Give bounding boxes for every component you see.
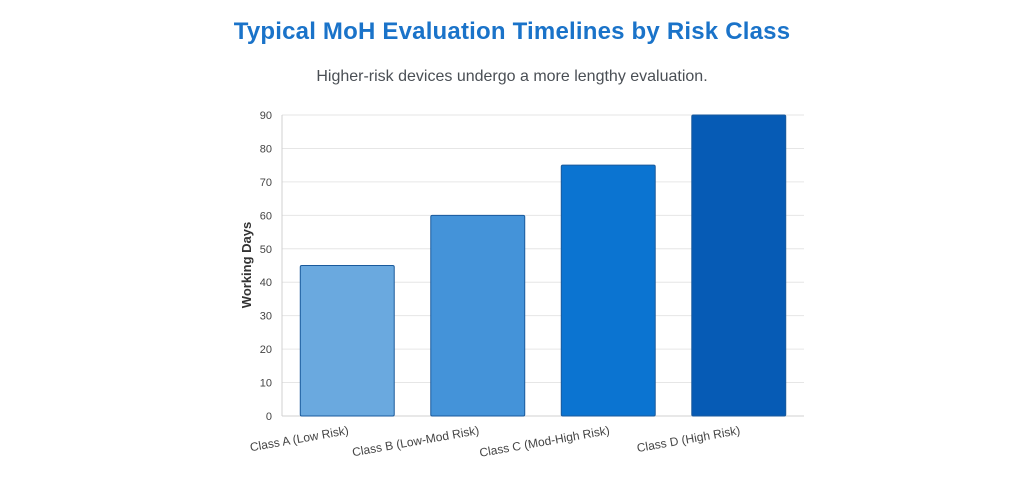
chart-title: Typical MoH Evaluation Timelines by Risk…	[233, 18, 791, 45]
y-tick-label: 80	[260, 143, 272, 155]
y-tick-label: 60	[260, 210, 272, 222]
y-tick-labels: 0 10 20 30 40 50 60 70 80 90	[260, 110, 272, 423]
y-tick-label: 20	[260, 344, 272, 356]
x-tick-label: Class B (Low-Mod Risk)	[351, 423, 480, 459]
y-tick-label: 30	[260, 311, 272, 323]
y-tick-label: 70	[260, 177, 272, 189]
bar-1	[299, 265, 395, 417]
y-axis-label: Working Days	[239, 222, 254, 308]
y-tick-label: 10	[260, 378, 272, 390]
bar-4	[691, 114, 787, 417]
y-tick-label: 50	[260, 244, 272, 256]
x-tick-label: Class D (High Risk)	[636, 423, 742, 455]
y-tick-label: 40	[260, 277, 272, 289]
y-tick-label: 0	[266, 411, 272, 423]
bar-2	[430, 214, 526, 417]
x-tick-labels: Class A (Low Risk) Class B (Low-Mod Risk)…	[249, 423, 741, 460]
chart-subtitle: Higher-risk devices undergo a more lengt…	[316, 68, 708, 85]
x-tick-label: Class A (Low Risk)	[249, 423, 350, 454]
x-tick-label: Class C (Mod-High Risk)	[478, 423, 610, 460]
bar-3	[560, 164, 656, 417]
bars	[299, 114, 787, 417]
y-tick-label: 90	[260, 110, 272, 122]
